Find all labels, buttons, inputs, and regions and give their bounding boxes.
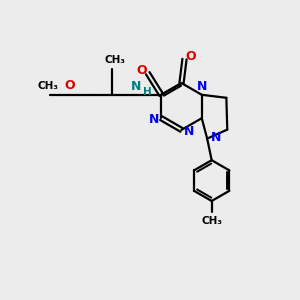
Text: N: N: [148, 113, 159, 126]
Text: N: N: [184, 125, 194, 138]
Text: CH₃: CH₃: [201, 216, 222, 226]
Text: CH₃: CH₃: [38, 81, 58, 91]
Text: N: N: [210, 130, 221, 144]
Text: N: N: [131, 80, 142, 93]
Text: O: O: [136, 64, 147, 77]
Text: H: H: [143, 87, 152, 98]
Text: N: N: [196, 80, 207, 93]
Text: O: O: [64, 79, 75, 92]
Text: CH₃: CH₃: [105, 55, 126, 65]
Text: O: O: [185, 50, 196, 63]
